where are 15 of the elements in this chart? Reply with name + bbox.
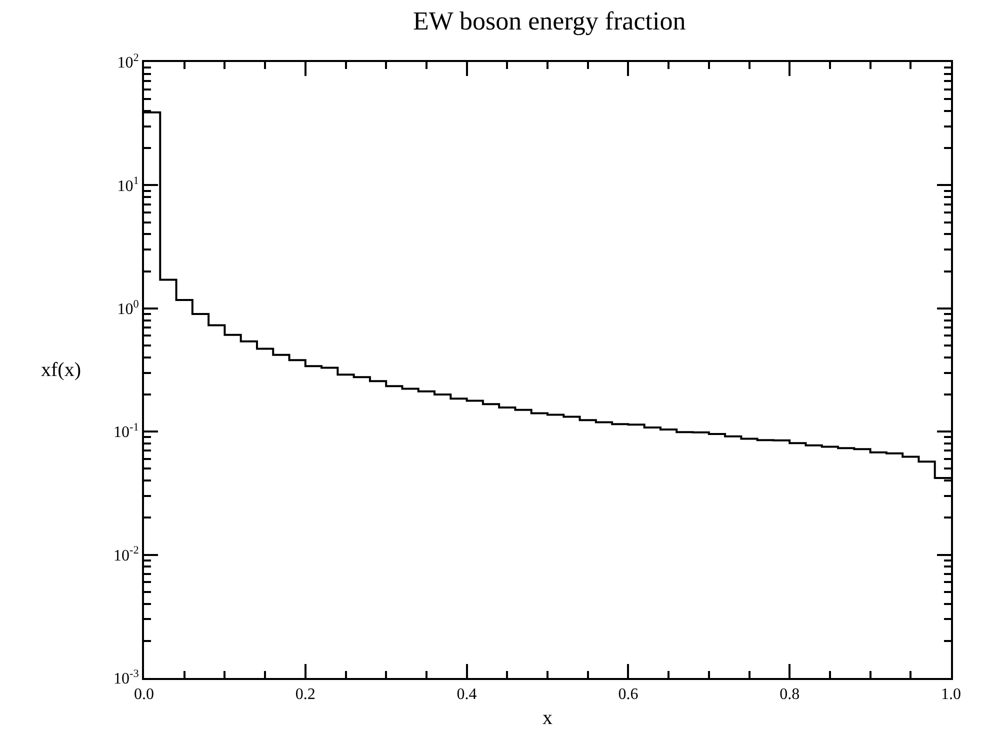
x-tick-label: 0.0 <box>134 686 154 704</box>
y-tick-label: 10$^{-1}$ <box>113 421 139 442</box>
x-tick-label: 0.6 <box>618 686 638 704</box>
chart-title: EW boson energy fraction <box>413 6 686 36</box>
x-tick-label: 0.2 <box>295 686 316 704</box>
y-tick-label: 10$^{0}$ <box>117 298 140 318</box>
y-tick-label: 10$^{-2}$ <box>113 544 139 564</box>
y-tick-label: 10$^{2}$ <box>117 52 139 72</box>
y-tick-label: 10$^{1}$ <box>117 175 139 195</box>
x-tick-label: 0.8 <box>780 686 800 704</box>
y-axis-title: xf(x) <box>41 359 81 381</box>
x-tick-label: 1.0 <box>941 686 961 704</box>
x-axis-title: x <box>542 707 552 730</box>
y-tick-label: 10$^{-3}$ <box>113 668 140 688</box>
x-tick-label: 0.4 <box>456 686 477 704</box>
